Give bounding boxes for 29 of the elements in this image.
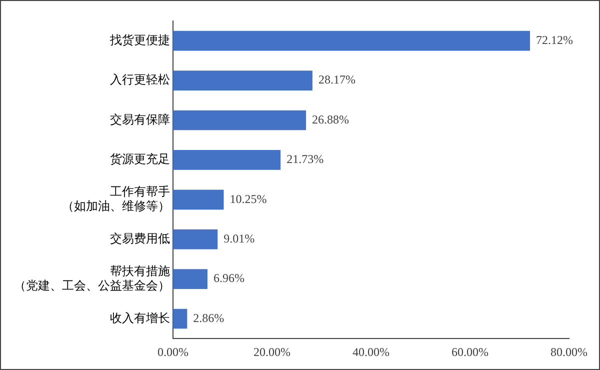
y-tick-label: 收入有增长 — [110, 310, 170, 325]
x-tick-label: 80.00% — [550, 344, 588, 359]
data-label: 26.88% — [312, 112, 350, 126]
y-tick-label: 入行更轻松 — [110, 72, 170, 87]
y-tick-label: 货源更充足 — [110, 152, 170, 166]
bar — [173, 190, 224, 210]
y-tick-label: 交易有保障 — [110, 112, 170, 126]
x-tick-label: 20.00% — [254, 344, 290, 359]
bar — [173, 229, 218, 250]
data-label: 21.73% — [286, 152, 324, 166]
data-label: 6.96% — [213, 271, 244, 286]
data-label: 72.12% — [536, 33, 573, 48]
x-tick-label: 40.00% — [352, 344, 390, 359]
y-tick-label: 帮扶有措施（党建、工会、公益基金会） — [14, 264, 170, 292]
bar — [173, 308, 188, 329]
data-label: 2.86% — [193, 310, 224, 325]
y-tick-label: 交易费用低 — [110, 231, 170, 246]
x-tick-label: 60.00% — [452, 344, 488, 359]
data-label: 10.25% — [230, 192, 267, 206]
x-tick-label: 0.00% — [158, 344, 188, 359]
data-label: 28.17% — [318, 72, 356, 87]
bar — [173, 269, 208, 289]
y-tick-label: 找货更便捷 — [109, 32, 170, 47]
bar — [173, 150, 281, 170]
bar — [173, 110, 306, 130]
bar — [173, 70, 312, 90]
y-tick-label: 工作有帮手（如加油、维修等） — [62, 184, 170, 213]
data-label: 9.01% — [224, 232, 255, 246]
bar — [173, 30, 530, 51]
